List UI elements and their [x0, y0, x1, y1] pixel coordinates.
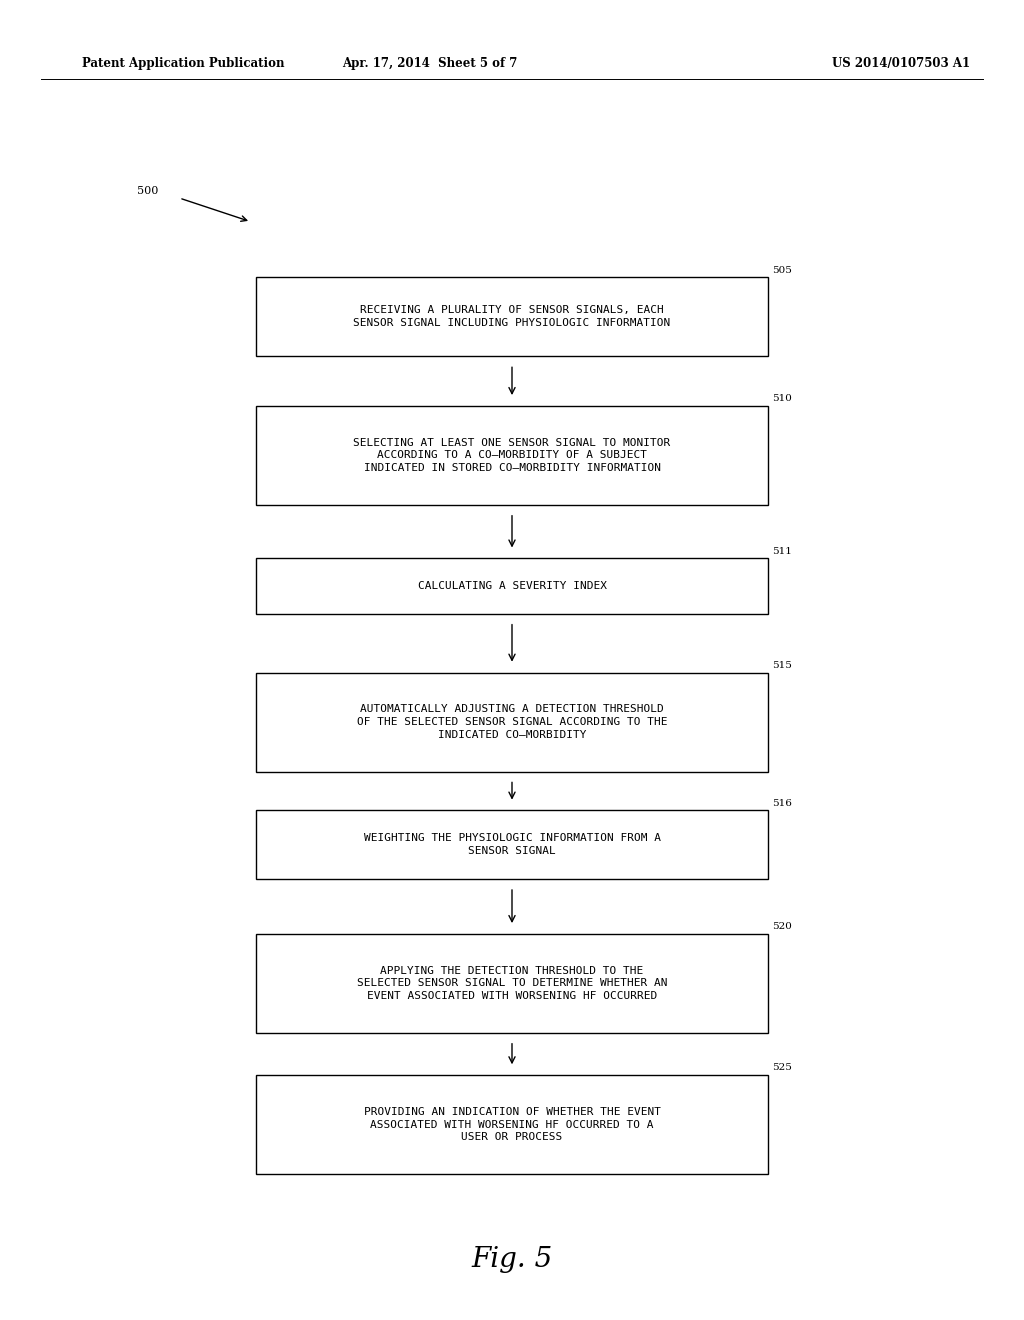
- Text: RECEIVING A PLURALITY OF SENSOR SIGNALS, EACH
SENSOR SIGNAL INCLUDING PHYSIOLOGI: RECEIVING A PLURALITY OF SENSOR SIGNALS,…: [353, 305, 671, 329]
- Text: CALCULATING A SEVERITY INDEX: CALCULATING A SEVERITY INDEX: [418, 581, 606, 591]
- Text: 500: 500: [137, 186, 159, 197]
- Text: Apr. 17, 2014  Sheet 5 of 7: Apr. 17, 2014 Sheet 5 of 7: [342, 57, 518, 70]
- FancyBboxPatch shape: [256, 672, 768, 771]
- Text: US 2014/0107503 A1: US 2014/0107503 A1: [833, 57, 970, 70]
- FancyBboxPatch shape: [256, 407, 768, 504]
- Text: PROVIDING AN INDICATION OF WHETHER THE EVENT
ASSOCIATED WITH WORSENING HF OCCURR: PROVIDING AN INDICATION OF WHETHER THE E…: [364, 1107, 660, 1142]
- Text: 511: 511: [772, 546, 792, 556]
- Text: 516: 516: [772, 799, 792, 808]
- Text: AUTOMATICALLY ADJUSTING A DETECTION THRESHOLD
OF THE SELECTED SENSOR SIGNAL ACCO: AUTOMATICALLY ADJUSTING A DETECTION THRE…: [356, 705, 668, 739]
- Text: APPLYING THE DETECTION THRESHOLD TO THE
SELECTED SENSOR SIGNAL TO DETERMINE WHET: APPLYING THE DETECTION THRESHOLD TO THE …: [356, 966, 668, 1001]
- Text: Fig. 5: Fig. 5: [471, 1246, 553, 1274]
- Text: Patent Application Publication: Patent Application Publication: [82, 57, 285, 70]
- FancyBboxPatch shape: [256, 277, 768, 356]
- Text: 515: 515: [772, 661, 792, 671]
- Text: 505: 505: [772, 265, 792, 275]
- Text: WEIGHTING THE PHYSIOLOGIC INFORMATION FROM A
SENSOR SIGNAL: WEIGHTING THE PHYSIOLOGIC INFORMATION FR…: [364, 833, 660, 857]
- Text: 525: 525: [772, 1064, 792, 1072]
- FancyBboxPatch shape: [256, 935, 768, 1032]
- FancyBboxPatch shape: [256, 810, 768, 879]
- Text: 510: 510: [772, 395, 792, 404]
- Text: 520: 520: [772, 923, 792, 932]
- Text: SELECTING AT LEAST ONE SENSOR SIGNAL TO MONITOR
ACCORDING TO A CO–MORBIDITY OF A: SELECTING AT LEAST ONE SENSOR SIGNAL TO …: [353, 438, 671, 473]
- FancyBboxPatch shape: [256, 1074, 768, 1175]
- FancyBboxPatch shape: [256, 558, 768, 614]
